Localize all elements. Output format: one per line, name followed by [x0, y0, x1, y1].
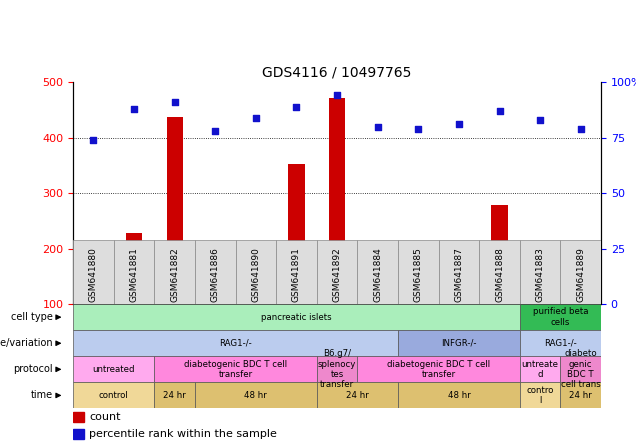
Point — [576, 125, 586, 132]
Bar — [451, 266, 467, 304]
Bar — [560, 240, 601, 304]
Bar — [155, 356, 317, 382]
Bar — [235, 240, 276, 304]
Bar — [532, 264, 548, 304]
Text: GSM641886: GSM641886 — [211, 247, 220, 302]
Text: time: time — [31, 390, 53, 400]
Text: RAG1-/-: RAG1-/- — [219, 339, 252, 348]
Text: 24 hr: 24 hr — [346, 391, 369, 400]
Point — [251, 114, 261, 121]
Bar — [114, 240, 155, 304]
Bar — [276, 240, 317, 304]
Text: GSM641891: GSM641891 — [292, 247, 301, 302]
Text: GSM641880: GSM641880 — [89, 247, 98, 302]
Text: count: count — [89, 412, 120, 423]
Point — [291, 103, 301, 110]
Bar — [248, 255, 264, 304]
Bar — [520, 382, 560, 408]
Text: GSM641889: GSM641889 — [576, 247, 585, 302]
Bar — [73, 330, 398, 356]
Text: GSM641885: GSM641885 — [414, 247, 423, 302]
Text: GSM641882: GSM641882 — [170, 247, 179, 302]
Text: GSM641883: GSM641883 — [536, 247, 544, 302]
Text: cell type: cell type — [11, 312, 53, 322]
Text: percentile rank within the sample: percentile rank within the sample — [89, 429, 277, 439]
Point — [129, 105, 139, 112]
Bar — [73, 412, 84, 423]
Bar — [479, 240, 520, 304]
Bar — [155, 240, 195, 304]
Point — [332, 92, 342, 99]
Bar — [560, 356, 601, 382]
Text: untreate
d: untreate d — [522, 360, 558, 379]
Bar — [207, 293, 223, 304]
Bar — [195, 382, 317, 408]
Bar — [288, 164, 305, 304]
Point — [413, 125, 424, 132]
Text: diabeto
genic
BDC T
cell trans: diabeto genic BDC T cell trans — [561, 349, 600, 389]
Text: genotype/variation: genotype/variation — [0, 338, 53, 348]
Bar — [520, 304, 601, 330]
Text: INFGR-/-: INFGR-/- — [441, 339, 476, 348]
Point — [454, 121, 464, 128]
Bar — [398, 240, 439, 304]
Bar — [317, 240, 357, 304]
Bar — [520, 240, 560, 304]
Text: 24 hr: 24 hr — [163, 391, 186, 400]
Bar — [167, 117, 183, 304]
Bar — [73, 240, 114, 304]
Bar — [357, 240, 398, 304]
Bar — [439, 240, 479, 304]
Bar — [492, 206, 508, 304]
Bar — [560, 382, 601, 408]
Bar — [73, 304, 520, 330]
Text: 48 hr: 48 hr — [244, 391, 267, 400]
Text: 48 hr: 48 hr — [448, 391, 470, 400]
Title: GDS4116 / 10497765: GDS4116 / 10497765 — [263, 66, 411, 79]
Text: control: control — [99, 391, 128, 400]
Bar — [329, 98, 345, 304]
Bar — [126, 233, 142, 304]
Bar — [73, 382, 155, 408]
Bar — [73, 429, 84, 439]
Point — [210, 127, 220, 135]
Bar — [317, 356, 357, 382]
Point — [535, 116, 545, 123]
Point — [494, 107, 504, 115]
Point — [88, 136, 99, 143]
Bar — [317, 382, 398, 408]
Text: purified beta
cells: purified beta cells — [533, 308, 588, 327]
Point — [373, 123, 383, 130]
Bar — [398, 382, 520, 408]
Bar — [85, 299, 102, 304]
Text: RAG1-/-: RAG1-/- — [544, 339, 577, 348]
Bar — [370, 278, 386, 304]
Bar — [357, 356, 520, 382]
Text: 24 hr: 24 hr — [569, 391, 592, 400]
Text: GSM641887: GSM641887 — [454, 247, 464, 302]
Text: GSM641888: GSM641888 — [495, 247, 504, 302]
Bar — [398, 330, 520, 356]
Text: GSM641881: GSM641881 — [130, 247, 139, 302]
Bar — [572, 280, 589, 304]
Text: diabetogenic BDC T cell
transfer: diabetogenic BDC T cell transfer — [387, 360, 490, 379]
Bar — [520, 330, 601, 356]
Bar — [195, 240, 235, 304]
Bar — [410, 285, 426, 304]
Text: contro
l: contro l — [527, 386, 554, 405]
Text: GSM641892: GSM641892 — [333, 247, 342, 302]
Text: protocol: protocol — [13, 365, 53, 374]
Text: diabetogenic BDC T cell
transfer: diabetogenic BDC T cell transfer — [184, 360, 287, 379]
Bar — [155, 382, 195, 408]
Text: B6.g7/
splenocy
tes
transfer: B6.g7/ splenocy tes transfer — [318, 349, 356, 389]
Bar — [520, 356, 560, 382]
Bar — [73, 356, 155, 382]
Text: GSM641884: GSM641884 — [373, 247, 382, 302]
Text: GSM641890: GSM641890 — [251, 247, 260, 302]
Text: untreated: untreated — [92, 365, 135, 374]
Text: pancreatic islets: pancreatic islets — [261, 313, 332, 322]
Point — [170, 99, 180, 106]
